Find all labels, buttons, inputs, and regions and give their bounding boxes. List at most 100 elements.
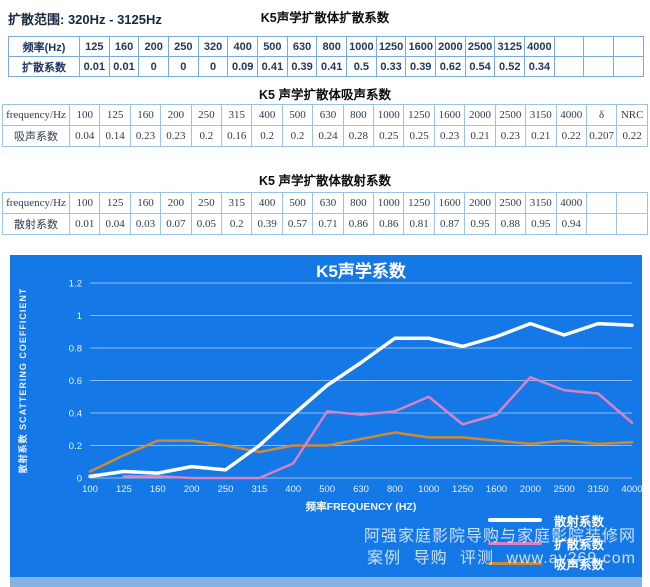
frequency-cell: 630: [312, 104, 344, 126]
x-tick-label: 160: [150, 484, 166, 495]
frequency-cell: 630: [286, 36, 318, 57]
value-cell: 0.95: [464, 213, 496, 235]
value-cell: 0.94: [555, 213, 587, 235]
frequency-cell: 500: [281, 104, 314, 126]
frequency-cell: 1600: [405, 36, 437, 57]
frequency-cell: 100: [68, 192, 101, 214]
frequency-cell: 3125: [494, 36, 526, 57]
empty-cell: [583, 56, 615, 77]
value-cell: 0.39: [405, 56, 437, 77]
value-cell: 0.62: [435, 56, 466, 77]
y-tick-label: 1: [77, 311, 82, 322]
frequency-cell: 400: [227, 36, 259, 57]
x-tick-label: 2000: [520, 484, 541, 495]
frequency-cell: 200: [160, 104, 192, 126]
y-axis-title: 散射系数 SCATTERING COEFFICIENT: [17, 288, 28, 474]
value-cell: 0.25: [403, 125, 435, 147]
value-cell: 0.81: [403, 213, 435, 235]
y-tick-label: 0.4: [69, 409, 82, 420]
frequency-cell: 2500: [494, 104, 527, 126]
scattering-table: frequency/Hz 100 125 160 200 250 315 400 500 630 8…: [2, 192, 648, 235]
x-tick-label: 630: [353, 484, 369, 495]
row-header: 吸声系数: [2, 125, 70, 147]
value-cell: 0.04: [99, 213, 131, 235]
absorption-table-title: K5 声学扩散体吸声系数: [259, 88, 391, 102]
legend-item-0: 散射系数: [488, 512, 605, 529]
value-cell: 0.2: [251, 125, 283, 147]
value-cell: 0.09: [227, 56, 259, 77]
value-cell: 0.14: [99, 125, 131, 147]
x-axis-title: 频率FREQUENCY (HZ): [306, 500, 417, 513]
value-cell: 0.23: [160, 125, 192, 147]
empty-cell: [616, 213, 648, 235]
table-row: 扩散系数 0.01 0.01 0 0 0 0.09 0.41 0.39 0.41 0.5 0.33 0.…: [8, 56, 644, 77]
frequency-cell: 630: [312, 192, 344, 214]
frequency-cell: 320: [197, 36, 229, 57]
value-cell: 0.03: [129, 213, 162, 235]
frequency-cell: 1600: [433, 192, 466, 214]
x-tick-label: 1600: [486, 484, 507, 495]
empty-cell: [613, 36, 644, 57]
row-header: 扩散系数: [8, 56, 80, 77]
empty-cell: [553, 36, 585, 57]
value-cell: 0.22: [555, 125, 587, 147]
legend-label: 散射系数: [554, 514, 605, 529]
frequency-cell: 800: [342, 192, 375, 214]
frequency-cell: 1600: [433, 104, 466, 126]
frequency-cell: 1000: [346, 36, 377, 57]
y-tick-label: 0: [77, 474, 82, 485]
frequency-cell: 250: [190, 192, 223, 214]
value-cell: 0.2: [221, 213, 253, 235]
value-cell: 0.22: [616, 125, 648, 147]
value-cell: 0.23: [433, 125, 466, 147]
frequency-cell: 3150: [525, 104, 557, 126]
empty-cell: [585, 192, 618, 214]
value-cell: 0.88: [494, 213, 527, 235]
empty-cell: [613, 56, 644, 77]
chart-title: K5声学系数: [316, 261, 407, 281]
empty-cell: [553, 56, 585, 77]
value-cell: 0.16: [221, 125, 253, 147]
value-cell: 0.41: [316, 56, 348, 77]
x-tick-label: 125: [116, 484, 132, 495]
value-cell: 0.23: [494, 125, 527, 147]
frequency-cell: δ: [585, 104, 618, 126]
row-header: 散射系数: [2, 213, 70, 235]
absorption-table: frequency/Hz 100 125 160 200 250 315 400 500 630 8…: [2, 104, 648, 147]
x-tick-label: 500: [319, 484, 335, 495]
frequency-cell: 2000: [464, 192, 496, 214]
legend-swatch: [488, 541, 542, 545]
value-cell: 0.95: [525, 213, 557, 235]
value-cell: 0.33: [375, 56, 407, 77]
value-cell: 0.04: [68, 125, 101, 147]
frequency-cell: 2500: [464, 36, 496, 57]
frequency-cell: 250: [190, 104, 223, 126]
empty-cell: [583, 36, 615, 57]
x-tick-label: 1000: [418, 484, 439, 495]
frequency-cell: 1250: [375, 36, 407, 57]
value-cell: 0.07: [160, 213, 192, 235]
value-cell: 0.2: [190, 125, 223, 147]
frequency-cell: 2500: [494, 192, 527, 214]
series-line-0: [88, 321, 634, 479]
chart-plot: 0 0.2 0.4 0.6 0.8 1 1.2 100 125 160 200 250 315 400 50…: [17, 261, 642, 513]
y-tick-label: 0.8: [69, 344, 82, 355]
frequency-cell: 4000: [555, 192, 587, 214]
value-cell: 0.87: [433, 213, 466, 235]
diffusion-table: 频率(Hz) 125 160 200 250 320 400 500 630 800 1000 125…: [8, 36, 644, 77]
scattering-table-title: K5 声学扩散体散射系数: [259, 174, 391, 188]
value-cell: 0.23: [129, 125, 162, 147]
table-row: 频率(Hz) 125 160 200 250 320 400 500 630 800 1000 125…: [8, 36, 644, 57]
frequency-cell: 1250: [403, 104, 435, 126]
table-row: 散射系数 0.01 0.04 0.03 0.07 0.05 0.2 0.39 0.57 0.71 0…: [2, 213, 648, 235]
table-row: 吸声系数 0.04 0.14 0.23 0.23 0.2 0.16 0.2 0.2 0.24 0.2…: [2, 125, 648, 147]
value-cell: 0.39: [251, 213, 283, 235]
value-cell: 0: [197, 56, 229, 77]
legend-label: 吸声系数: [554, 557, 605, 572]
value-cell: 0.01: [108, 56, 140, 77]
x-tick-label: 100: [82, 484, 98, 495]
value-cell: 0: [138, 56, 170, 77]
value-cell: 0.21: [464, 125, 496, 147]
value-cell: 0.71: [312, 213, 344, 235]
